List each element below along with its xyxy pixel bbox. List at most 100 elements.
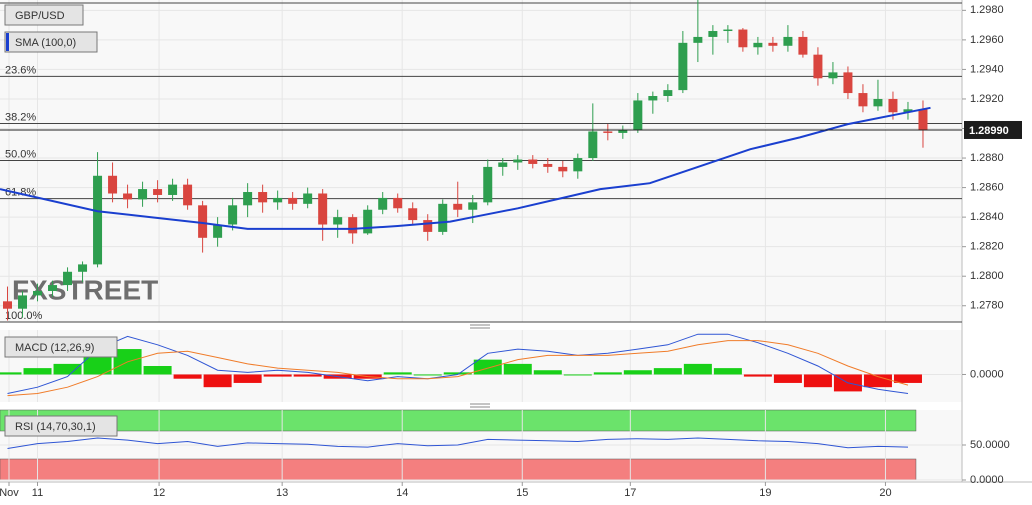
y-tick-label: 1.2780 [970, 300, 1004, 312]
macd-line [7, 340, 909, 397]
candle-body [813, 54, 823, 79]
last-price-label: 1.28990 [969, 125, 1009, 137]
macd-histogram-bar [773, 374, 802, 383]
x-tick-label: 13 [276, 487, 288, 499]
y-tick-label: 1.2880 [970, 152, 1004, 164]
y-tick-label: 50.0000 [970, 439, 1010, 451]
legend-chip[interactable] [4, 415, 118, 437]
macd-histogram-bar [803, 374, 832, 388]
x-tick-label: 14 [396, 487, 408, 499]
candle-body [783, 36, 793, 46]
legend-chip[interactable] [4, 336, 118, 358]
candle-body [273, 197, 283, 203]
candle-body [438, 203, 448, 232]
y-tick-label: 1.2860 [970, 181, 1004, 193]
candle-body [678, 42, 688, 91]
macd-histogram-bar [53, 363, 82, 375]
candle-body [663, 90, 673, 97]
legend-label: SMA (100,0) [15, 37, 76, 49]
legend-label: GBP/USD [15, 10, 65, 22]
candle-body [468, 202, 478, 210]
macd-histogram-bar [743, 374, 772, 377]
fib-label: 0.0% [5, 0, 30, 3]
panel-grip[interactable] [470, 324, 490, 329]
candle-body [393, 197, 403, 209]
candle-body [33, 290, 43, 296]
candle-body [108, 175, 118, 194]
candle-body [423, 220, 433, 232]
y-tick-label: 1.2840 [970, 211, 1004, 223]
candle-body [873, 98, 883, 107]
candle-body [903, 109, 913, 113]
candle-body [918, 109, 928, 130]
y-tick-label: 0.0000 [970, 474, 1004, 486]
x-tick-label: 20 [879, 487, 891, 499]
candle-body [3, 301, 13, 309]
macd-histogram-bar [533, 370, 562, 375]
legend-chip[interactable] [4, 31, 98, 53]
macd-histogram-bar [293, 374, 322, 377]
x-tick-label: 17 [624, 487, 636, 499]
candle-body [138, 189, 148, 200]
legend-label: RSI (14,70,30,1) [15, 421, 96, 433]
legend-chip[interactable] [4, 4, 84, 26]
y-tick-label: 1.2980 [970, 4, 1004, 16]
x-tick-label: 19 [759, 487, 771, 499]
candle-body [768, 42, 778, 46]
macd-histogram-bar [473, 359, 502, 375]
candle-body [498, 162, 508, 167]
watermark: FXSTREET [12, 274, 158, 305]
candle-body [153, 189, 163, 195]
y-tick-label: 1.2820 [970, 241, 1004, 253]
rsi-band [0, 409, 917, 432]
candle-body [408, 208, 418, 221]
y-tick-label: 1.2960 [970, 34, 1004, 46]
candle-body [303, 193, 313, 204]
x-tick-label: 12 [153, 487, 165, 499]
candle-body [18, 295, 28, 309]
macd-histogram-bar [503, 363, 532, 375]
macd-histogram-bar [0, 372, 22, 375]
macd-histogram-bar [893, 374, 922, 383]
candle-body [513, 159, 523, 163]
candle-body [483, 166, 493, 203]
macd-histogram-bar [653, 368, 682, 375]
macd-histogram-bar [383, 372, 412, 375]
candle-body [603, 131, 613, 133]
candle-body [198, 205, 208, 238]
macd-histogram-bar [233, 374, 262, 383]
candle-body [588, 131, 598, 159]
macd-histogram-bar [683, 363, 712, 375]
macd-histogram-bar [143, 366, 172, 375]
y-tick-label: 1.2940 [970, 63, 1004, 75]
candle-body [48, 285, 58, 291]
candle-body [723, 29, 733, 32]
candle-body [228, 205, 238, 225]
candle-body [123, 193, 133, 200]
macd-histogram-bar [623, 370, 652, 375]
legend-swatch [6, 33, 9, 51]
candle-body [753, 42, 763, 48]
last-price-tag [964, 120, 1022, 139]
macd-histogram-bar [563, 374, 592, 376]
candle-body [213, 224, 223, 238]
fib-label: 38.2% [5, 111, 36, 123]
candle-body [183, 184, 193, 206]
macd-histogram-bar [263, 374, 292, 377]
fib-label: 50.0% [5, 148, 36, 160]
rsi-line [7, 437, 909, 449]
candle-body [648, 96, 658, 101]
x-tick-label: Nov [0, 487, 19, 499]
candle-body [708, 31, 718, 37]
macd-histogram-bar [23, 368, 52, 375]
candle-body [318, 193, 328, 225]
candle-body [78, 264, 88, 272]
macd-histogram-bar [713, 368, 742, 375]
panel-grip[interactable] [470, 403, 490, 408]
fib-label: 23.6% [5, 64, 36, 76]
candle-body [633, 100, 643, 130]
rsi-band [0, 458, 917, 481]
candle-body [378, 197, 388, 210]
y-tick-label: 1.2800 [970, 270, 1004, 282]
